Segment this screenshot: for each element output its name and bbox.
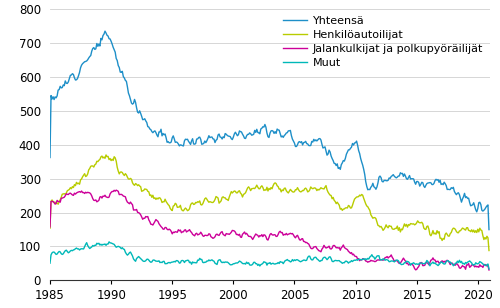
Henkilöautoilijat [103, 153, 109, 157]
Henkilöautoilijat [352, 196, 358, 200]
Line: Henkilöautoilijat: Henkilöautoilijat [50, 155, 489, 250]
Yhteensä [302, 140, 308, 143]
Henkilöautoilijat [486, 249, 492, 252]
Yhteensä [450, 185, 456, 189]
Jalankulkijat ja polkupyöräilijät [352, 255, 358, 258]
Muut [450, 264, 456, 268]
Legend: Yhteensä, Henkilöautoilijat, Jalankulkijat ja polkupyöräilijät, Muut: Yhteensä, Henkilöautoilijat, Jalankulkij… [278, 11, 488, 72]
Jalankulkijat ja polkupyöräilijät [80, 191, 86, 194]
Line: Yhteensä: Yhteensä [50, 31, 489, 230]
Muut [80, 247, 86, 251]
Henkilöautoilijat [396, 229, 402, 232]
Muut [106, 240, 112, 244]
Yhteensä [47, 156, 53, 159]
Jalankulkijat ja polkupyöräilijät [396, 261, 402, 264]
Yhteensä [386, 176, 392, 180]
Yhteensä [486, 228, 492, 232]
Henkilöautoilijat [386, 224, 392, 227]
Muut [396, 259, 402, 262]
Line: Jalankulkijat ja polkupyöräilijät: Jalankulkijat ja polkupyöräilijät [50, 190, 489, 270]
Henkilöautoilijat [47, 226, 53, 230]
Yhteensä [80, 61, 86, 65]
Jalankulkijat ja polkupyöräilijät [113, 188, 119, 192]
Henkilöautoilijat [450, 226, 456, 230]
Muut [352, 258, 358, 262]
Yhteensä [102, 29, 108, 33]
Jalankulkijat ja polkupyöräilijät [47, 225, 53, 229]
Muut [47, 261, 53, 265]
Muut [302, 259, 308, 262]
Henkilöautoilijat [302, 186, 308, 190]
Henkilöautoilijat [80, 173, 86, 177]
Muut [486, 267, 492, 271]
Jalankulkijat ja polkupyöräilijät [302, 241, 308, 245]
Jalankulkijat ja polkupyöräilijät [486, 268, 492, 272]
Yhteensä [396, 174, 402, 178]
Muut [386, 260, 392, 264]
Jalankulkijat ja polkupyöräilijät [386, 255, 392, 259]
Yhteensä [352, 141, 358, 144]
Jalankulkijat ja polkupyöräilijät [450, 263, 456, 266]
Line: Muut: Muut [50, 242, 489, 269]
